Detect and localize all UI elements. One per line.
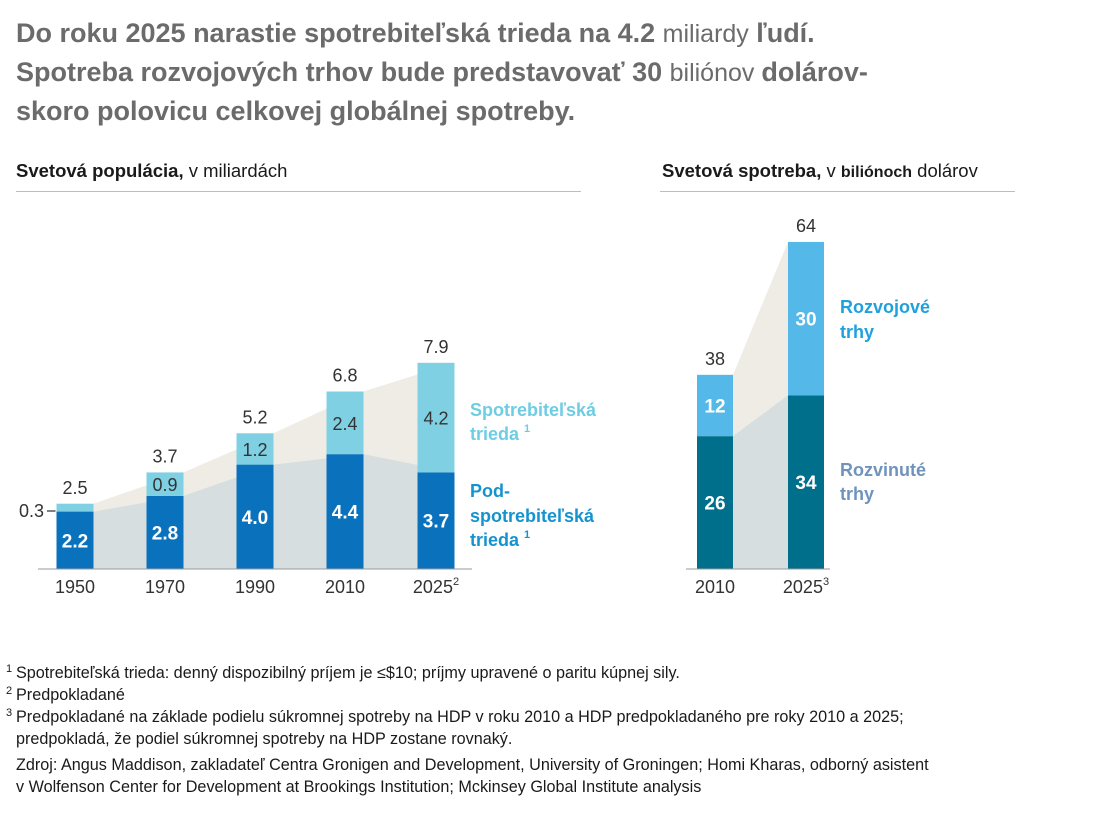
bar-consumer-1990 bbox=[236, 433, 274, 465]
x-tick-footnote-mark: 3 bbox=[823, 576, 829, 588]
under-consumer-value-label: 4.4 bbox=[332, 503, 359, 524]
legend-developing-markets: Rozvojové bbox=[840, 297, 930, 317]
bar-under-consumer-1950 bbox=[56, 511, 94, 569]
legend-under-consumer-class: Pod- bbox=[470, 481, 510, 501]
x-tick-label: 1950 bbox=[55, 577, 95, 597]
legend-under-consumer-footnote-mark: 1 bbox=[524, 529, 530, 541]
population-title-rule bbox=[16, 191, 581, 192]
x-tick-label: 20253 bbox=[783, 576, 829, 597]
footnote-1: 1 Spotrebiteľská trieda: denný dispozibi… bbox=[6, 663, 680, 682]
bar-developing-2010 bbox=[697, 374, 733, 437]
source-note: Zdroj: Angus Maddison, zakladateľ Centra… bbox=[16, 756, 929, 796]
under-consumer-value-label: 2.2 bbox=[62, 531, 88, 552]
bar-under-consumer-2010 bbox=[326, 454, 364, 569]
bar-consumer-1950 bbox=[56, 503, 94, 512]
legend-consumer-class: Spotrebiteľská bbox=[470, 400, 597, 420]
legend-developed-markets-line2: trhy bbox=[840, 484, 874, 504]
bar-under-consumer-1990 bbox=[236, 464, 274, 569]
legend-developed-markets: Rozvinuté bbox=[840, 460, 926, 480]
under-consumer-value-label: 3.7 bbox=[423, 512, 449, 533]
developed-value-label: 34 bbox=[795, 473, 817, 494]
total-value-label: 5.2 bbox=[242, 407, 267, 427]
consumption-developed-area bbox=[733, 395, 788, 569]
headline: Do roku 2025 narastie spotrebiteľská tri… bbox=[16, 14, 1086, 130]
population-chart-title: Svetová populácia, v miliardách bbox=[16, 160, 288, 181]
bar-developing-2025 bbox=[788, 241, 824, 396]
x-tick-label: 2010 bbox=[325, 577, 365, 597]
total-value-label: 7.9 bbox=[423, 337, 448, 357]
headline-line-3: skoro polovicu celkovej globálnej spotre… bbox=[16, 96, 576, 126]
bar-consumer-2010 bbox=[326, 391, 364, 455]
legend-consumer-class-line2: trieda 1 bbox=[470, 423, 530, 444]
bar-under-consumer-1970 bbox=[146, 495, 184, 569]
bar-under-consumer-2025 bbox=[417, 472, 455, 569]
developing-value-label: 12 bbox=[704, 396, 725, 417]
consumer-value-label: 1.2 bbox=[242, 440, 267, 460]
footnote-3: 3 Predpokladané na základe podielu súkro… bbox=[6, 707, 904, 748]
headline-line-1: Do roku 2025 narastie spotrebiteľská tri… bbox=[16, 18, 815, 48]
under-consumer-value-label: 4.0 bbox=[242, 508, 268, 529]
legend-under-consumer-class-line3: trieda 1 bbox=[470, 529, 530, 550]
x-tick-label: 1990 bbox=[235, 577, 275, 597]
x-tick-footnote-mark: 2 bbox=[453, 576, 459, 588]
legend-under-consumer-class-line2: spotrebiteľská bbox=[470, 506, 595, 526]
legend-consumer-footnote-mark: 1 bbox=[524, 423, 530, 435]
headline-line-2: Spotreba rozvojových trhov bude predstav… bbox=[16, 57, 868, 87]
bar-consumer-1970 bbox=[146, 472, 184, 496]
x-tick-label: 1970 bbox=[145, 577, 185, 597]
developing-value-label: 30 bbox=[795, 310, 816, 331]
legend-developing-markets-line2: trhy bbox=[840, 322, 874, 342]
consumer-value-label-1950: 0.3 bbox=[19, 501, 44, 521]
bar-developed-2025 bbox=[788, 395, 824, 569]
under-consumer-value-label: 2.8 bbox=[152, 523, 178, 544]
footnotes: 1 Spotrebiteľská trieda: denný dispozibi… bbox=[6, 662, 1091, 798]
bar-developed-2010 bbox=[697, 436, 733, 569]
consumption-title-rule bbox=[660, 191, 1015, 192]
footnote-2: 2 Predpokladané bbox=[6, 685, 125, 704]
consumption-chart-title: Svetová spotreba, v biliónoch dolárov bbox=[662, 160, 978, 181]
total-value-label: 38 bbox=[705, 349, 725, 369]
x-tick-label: 2010 bbox=[695, 577, 735, 597]
chart-canvas: 2.2 2.5 1950 2.8 0.9 3.7 1970 4.0 1.2 5.2 1990 4.4 2… bbox=[19, 216, 930, 597]
consumer-value-label: 2.4 bbox=[332, 414, 357, 434]
total-value-label: 6.8 bbox=[332, 366, 357, 386]
bar-consumer-2025 bbox=[417, 362, 455, 473]
consumer-value-label: 4.2 bbox=[423, 409, 448, 429]
developed-value-label: 26 bbox=[704, 494, 725, 515]
consumer-value-label: 0.9 bbox=[152, 475, 177, 495]
x-tick-label: 20252 bbox=[413, 576, 459, 597]
total-value-label: 2.5 bbox=[62, 478, 87, 498]
total-value-label: 3.7 bbox=[152, 446, 177, 466]
total-value-label: 64 bbox=[796, 216, 816, 236]
